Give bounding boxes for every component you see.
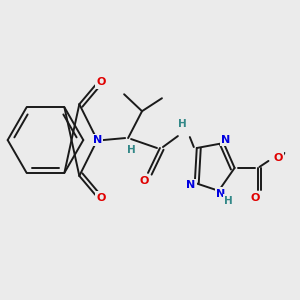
Text: H: H bbox=[224, 196, 233, 206]
Text: H: H bbox=[127, 145, 136, 155]
Text: H: H bbox=[178, 119, 187, 129]
Text: N: N bbox=[221, 135, 230, 145]
Text: N: N bbox=[186, 180, 195, 190]
Text: O: O bbox=[97, 193, 106, 203]
Text: N: N bbox=[216, 189, 225, 199]
Text: N: N bbox=[93, 135, 102, 145]
Text: O: O bbox=[274, 153, 283, 163]
Text: O: O bbox=[97, 77, 106, 87]
Text: H: H bbox=[178, 119, 187, 129]
Text: O: O bbox=[139, 176, 149, 186]
Text: O: O bbox=[251, 193, 260, 203]
